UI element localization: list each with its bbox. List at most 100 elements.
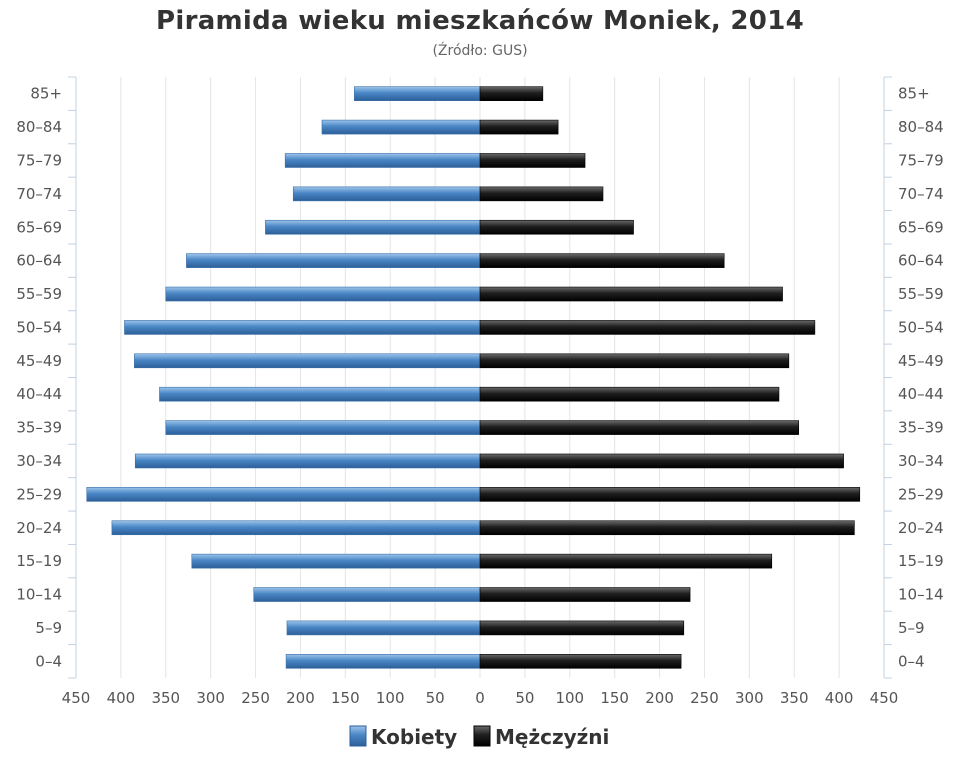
y-tick-label-left: 15–19	[16, 552, 62, 570]
y-tick-label-right: 75–79	[898, 151, 944, 169]
y-tick-label-left: 10–14	[16, 586, 62, 604]
bar-kobiety[interactable]	[321, 119, 481, 135]
y-tick-label-right: 30–34	[898, 452, 944, 470]
bar-mezczyzni[interactable]	[479, 520, 855, 536]
bar-kobiety[interactable]	[124, 320, 481, 335]
x-tick-label: 200	[645, 689, 674, 707]
x-tick-label: 450	[870, 689, 899, 707]
y-tick-label-right: 5–9	[898, 619, 925, 637]
bar-kobiety[interactable]	[134, 353, 481, 369]
bar-kobiety[interactable]	[191, 553, 481, 569]
chart-subtitle: (Źródło: GUS)	[432, 43, 528, 59]
y-tick-label-left: 50–54	[16, 318, 62, 336]
bar-mezczyzni[interactable]	[479, 487, 861, 502]
legend-item-mezczyzni[interactable]: Mężczyźni	[473, 725, 609, 749]
legend-label-mezczyzni: Mężczyźni	[495, 725, 609, 749]
bar-kobiety[interactable]	[159, 386, 481, 402]
y-tick-label-left: 5–9	[35, 619, 62, 637]
tick-labels: 450 400 350 300 250 200 150 100 50 0 50 100 150 200 25…	[16, 85, 943, 707]
y-tick-label-right: 60–64	[898, 252, 944, 270]
bar-mezczyzni[interactable]	[479, 320, 816, 335]
y-tick-label-left: 70–74	[16, 185, 62, 203]
x-tick-label: 0	[475, 689, 485, 707]
y-tick-label-right: 65–69	[898, 218, 944, 236]
y-tick-label-right: 45–49	[898, 352, 944, 370]
bar-mezczyzni[interactable]	[479, 420, 800, 435]
y-tick-label-right: 35–39	[898, 419, 944, 437]
bar-kobiety[interactable]	[285, 654, 481, 669]
y-tick-label-left: 30–34	[16, 452, 62, 470]
y-tick-label-left: 85+	[30, 85, 62, 103]
bars	[86, 86, 861, 669]
x-tick-label: 100	[376, 689, 405, 707]
y-tick-label-right: 55–59	[898, 285, 944, 303]
chart-title: Piramida wieku mieszkańców Moniek, 2014	[156, 6, 804, 36]
y-tick-label-right: 25–29	[898, 485, 944, 503]
y-tick-label-right: 80–84	[898, 118, 944, 136]
bar-kobiety[interactable]	[284, 153, 481, 168]
bar-mezczyzni[interactable]	[479, 386, 780, 402]
y-tick-label-right: 10–14	[898, 586, 944, 604]
y-tick-label-left: 35–39	[16, 419, 62, 437]
y-tick-label-right: 0–4	[898, 652, 925, 670]
y-tick-label-left: 40–44	[16, 385, 62, 403]
legend-swatch-mezczyzni	[473, 725, 491, 747]
y-tick-label-left: 65–69	[16, 218, 62, 236]
x-tick-label: 50	[515, 689, 534, 707]
bar-kobiety[interactable]	[86, 487, 481, 502]
bar-mezczyzni[interactable]	[479, 253, 725, 268]
y-tick-label-right: 15–19	[898, 552, 944, 570]
bar-mezczyzni[interactable]	[479, 219, 634, 235]
x-tick-label: 350	[780, 689, 809, 707]
y-tick-label-left: 25–29	[16, 485, 62, 503]
bar-mezczyzni[interactable]	[479, 654, 682, 669]
bar-kobiety[interactable]	[165, 286, 481, 302]
bar-mezczyzni[interactable]	[479, 186, 604, 202]
legend-label-kobiety: Kobiety	[371, 725, 457, 749]
x-tick-label: 100	[555, 689, 584, 707]
gridlines	[120, 77, 840, 678]
axes	[68, 76, 892, 679]
bar-mezczyzni[interactable]	[479, 86, 544, 101]
legend-item-kobiety[interactable]: Kobiety	[349, 725, 457, 749]
y-tick-label-left: 45–49	[16, 352, 62, 370]
bar-mezczyzni[interactable]	[479, 620, 685, 636]
bar-mezczyzni[interactable]	[479, 587, 691, 602]
bar-kobiety[interactable]	[134, 453, 481, 469]
y-tick-label-left: 0–4	[35, 652, 62, 670]
bar-kobiety[interactable]	[253, 587, 481, 602]
bar-mezczyzni[interactable]	[479, 119, 559, 135]
bar-mezczyzni[interactable]	[479, 286, 783, 302]
bar-kobiety[interactable]	[286, 620, 481, 636]
bar-kobiety[interactable]	[265, 219, 481, 235]
y-tick-label-right: 50–54	[898, 318, 944, 336]
x-tick-label: 250	[241, 689, 270, 707]
x-tick-label: 200	[286, 689, 315, 707]
y-tick-label-left: 60–64	[16, 252, 62, 270]
bar-kobiety[interactable]	[354, 86, 481, 101]
y-tick-label-right: 20–24	[898, 519, 944, 537]
legend-swatch-kobiety	[349, 725, 367, 747]
bar-mezczyzni[interactable]	[479, 153, 586, 168]
bar-kobiety[interactable]	[111, 520, 481, 536]
bar-mezczyzni[interactable]	[479, 353, 790, 369]
x-tick-label: 300	[196, 689, 225, 707]
y-tick-label-right: 40–44	[898, 385, 944, 403]
bar-mezczyzni[interactable]	[479, 453, 844, 469]
x-tick-label: 150	[600, 689, 629, 707]
bar-mezczyzni[interactable]	[479, 553, 773, 569]
bar-kobiety[interactable]	[292, 186, 481, 202]
x-tick-label: 450	[62, 689, 91, 707]
x-tick-label: 400	[825, 689, 854, 707]
bar-kobiety[interactable]	[165, 420, 481, 435]
y-tick-label-right: 85+	[898, 85, 930, 103]
y-tick-label-left: 55–59	[16, 285, 62, 303]
y-tick-label-left: 20–24	[16, 519, 62, 537]
y-tick-label-left: 80–84	[16, 118, 62, 136]
x-tick-label: 400	[107, 689, 136, 707]
legend[interactable]: Kobiety Mężczyźni	[349, 725, 609, 749]
y-tick-label-left: 75–79	[16, 151, 62, 169]
y-tick-label-right: 70–74	[898, 185, 944, 203]
bar-kobiety[interactable]	[186, 253, 481, 268]
x-tick-label: 300	[735, 689, 764, 707]
